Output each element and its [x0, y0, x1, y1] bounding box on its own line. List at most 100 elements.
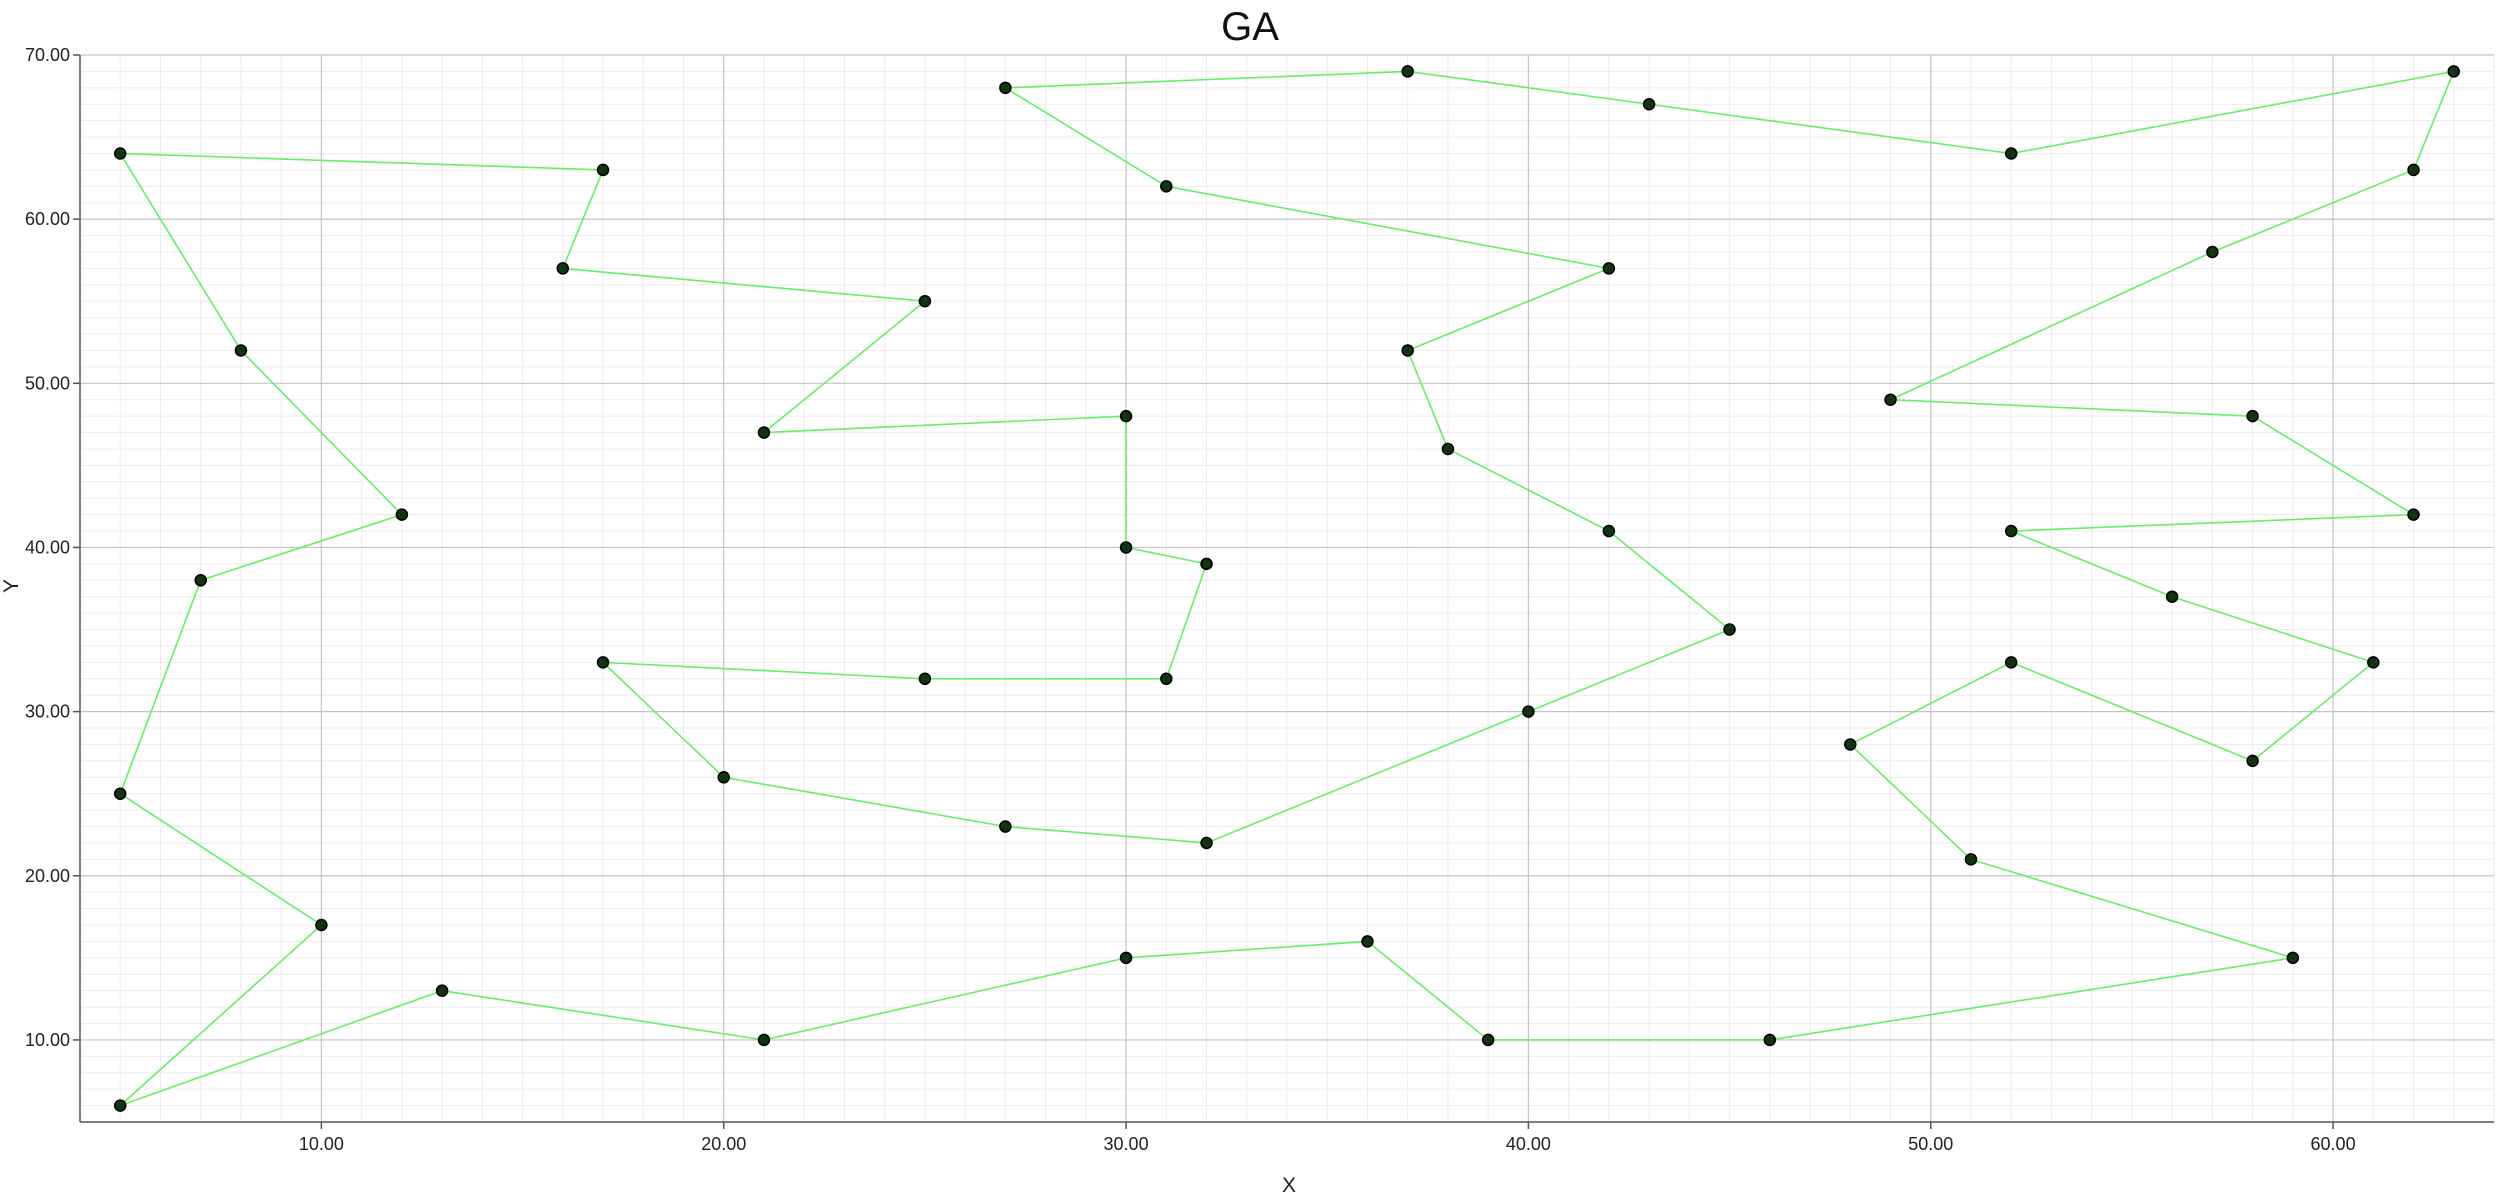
- city-point: [1401, 65, 1414, 78]
- route-segment: [1004, 87, 1167, 188]
- city-point: [2165, 590, 2179, 603]
- city-point: [1441, 442, 1455, 456]
- route-segment: [119, 153, 242, 351]
- route-segment: [441, 989, 765, 1041]
- x-tick-label: 20.00: [701, 1134, 746, 1154]
- route-segment: [2011, 70, 2454, 155]
- city-point: [1119, 409, 1133, 423]
- route-segment: [602, 661, 725, 778]
- city-point: [596, 163, 610, 177]
- route-segment: [763, 957, 1127, 1041]
- city-point: [395, 508, 409, 521]
- city-point: [1481, 1033, 1495, 1047]
- route-segment: [120, 152, 604, 171]
- route-segment: [1125, 546, 1207, 565]
- route-segment: [562, 169, 604, 269]
- route-segment: [602, 661, 925, 680]
- city-point: [1602, 524, 1616, 538]
- city-point: [999, 820, 1012, 833]
- route-segment: [2252, 661, 2374, 762]
- city-point: [2447, 65, 2461, 78]
- route-segment: [763, 300, 926, 434]
- y-tick-label: 40.00: [25, 537, 70, 557]
- axis-labels: 10.00 20.00 30.00 40.00 50.00 60.00 10.00 20.00…: [25, 45, 2356, 1154]
- route-segment: [1648, 103, 2012, 155]
- city-point: [234, 344, 248, 357]
- x-tick-label: 30.00: [1104, 1134, 1149, 1154]
- city-point: [999, 81, 1012, 95]
- route-segment: [1890, 251, 2213, 401]
- city-point: [1723, 623, 1736, 636]
- city-point: [1884, 393, 1897, 406]
- city-point: [1361, 935, 1374, 948]
- city-point: [2004, 524, 2018, 538]
- city-point: [2407, 508, 2420, 521]
- city-point: [2206, 245, 2219, 259]
- route-segment: [2212, 169, 2414, 253]
- route-segment: [2171, 595, 2374, 664]
- route-segment: [562, 267, 925, 303]
- route-lines: [119, 70, 2455, 1107]
- city-point: [1844, 738, 1857, 751]
- city-point: [556, 262, 570, 275]
- route-segment: [1447, 448, 1610, 532]
- route-segment: [1407, 267, 1610, 352]
- route-segment: [1366, 940, 1489, 1041]
- route-segment: [763, 415, 1127, 434]
- route-segment: [1849, 743, 1972, 860]
- chart-title: GA: [1221, 5, 1279, 49]
- city-point: [757, 1033, 771, 1047]
- city-point: [1200, 836, 1213, 850]
- city-point: [2407, 163, 2420, 177]
- city-point: [1642, 97, 1656, 111]
- x-axis-title: X: [1282, 1174, 1296, 1197]
- route-segment: [1005, 825, 1207, 844]
- route-segment: [240, 349, 403, 516]
- city-point: [113, 147, 127, 160]
- route-segment: [2010, 661, 2253, 762]
- city-point: [1119, 951, 1133, 965]
- city-point: [1602, 262, 1616, 275]
- route-segment: [119, 793, 322, 926]
- route-segment: [1406, 350, 1449, 450]
- route-segment: [2010, 530, 2173, 598]
- route-segment: [1890, 398, 2253, 417]
- route-segment: [2412, 71, 2455, 171]
- route-segment: [1407, 70, 1650, 106]
- city-point: [1160, 672, 1173, 686]
- city-point: [1763, 1033, 1777, 1047]
- city-point: [596, 656, 610, 669]
- city-point: [757, 426, 771, 439]
- city-point: [1401, 344, 1414, 357]
- city-points: [113, 65, 2461, 1112]
- route-segment: [119, 989, 443, 1107]
- city-point: [1119, 541, 1133, 554]
- y-tick-label: 70.00: [25, 45, 70, 65]
- city-point: [435, 984, 449, 997]
- city-point: [1522, 705, 1535, 718]
- city-point: [918, 294, 932, 308]
- route-segment: [723, 776, 1006, 828]
- city-point: [717, 771, 730, 784]
- y-tick-label: 50.00: [25, 373, 70, 393]
- city-point: [113, 1099, 127, 1112]
- city-point: [2004, 147, 2018, 160]
- city-point: [2286, 951, 2300, 965]
- route-segment: [1126, 940, 1368, 959]
- city-point: [194, 574, 207, 587]
- route-segment: [119, 924, 322, 1107]
- x-tick-label: 40.00: [1506, 1134, 1551, 1154]
- city-point: [2004, 656, 2018, 669]
- city-point: [1160, 180, 1173, 193]
- city-point: [1964, 853, 1978, 866]
- axes: [73, 54, 2494, 1129]
- route-segment: [2252, 415, 2414, 516]
- route-segment: [1528, 628, 1730, 713]
- city-point: [2246, 754, 2259, 768]
- route-segment: [1608, 530, 1731, 631]
- city-point: [2367, 656, 2380, 669]
- city-point: [113, 787, 127, 800]
- y-tick-label: 60.00: [25, 209, 70, 229]
- y-tick-label: 10.00: [25, 1030, 70, 1050]
